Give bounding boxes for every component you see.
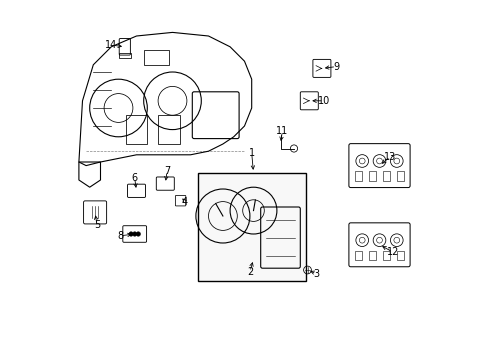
Bar [368, 171, 375, 181]
Text: 10: 10 [317, 96, 329, 106]
Bar [355, 171, 362, 181]
Bar [118, 53, 131, 58]
Text: 5: 5 [94, 220, 100, 230]
Bar [355, 251, 362, 260]
Text: 13: 13 [384, 152, 396, 162]
Bar [143, 50, 168, 65]
Bar [125, 115, 147, 144]
Bar [396, 171, 403, 181]
Bar [382, 171, 389, 181]
Text: 8: 8 [117, 231, 123, 241]
Circle shape [132, 232, 137, 236]
Circle shape [128, 232, 133, 236]
Bar [396, 251, 403, 260]
Bar [382, 251, 389, 260]
Bar [197, 173, 305, 281]
Text: 4: 4 [182, 197, 188, 207]
Text: 9: 9 [332, 62, 339, 72]
Bar [368, 251, 375, 260]
Text: 2: 2 [246, 267, 252, 277]
Text: 7: 7 [163, 166, 170, 176]
Text: 11: 11 [276, 126, 288, 136]
Circle shape [136, 232, 140, 236]
Text: 14: 14 [104, 40, 117, 50]
Text: 1: 1 [248, 148, 254, 158]
Text: 6: 6 [131, 173, 138, 183]
Bar [158, 115, 179, 144]
Text: 3: 3 [313, 269, 319, 279]
Text: 12: 12 [386, 247, 398, 257]
